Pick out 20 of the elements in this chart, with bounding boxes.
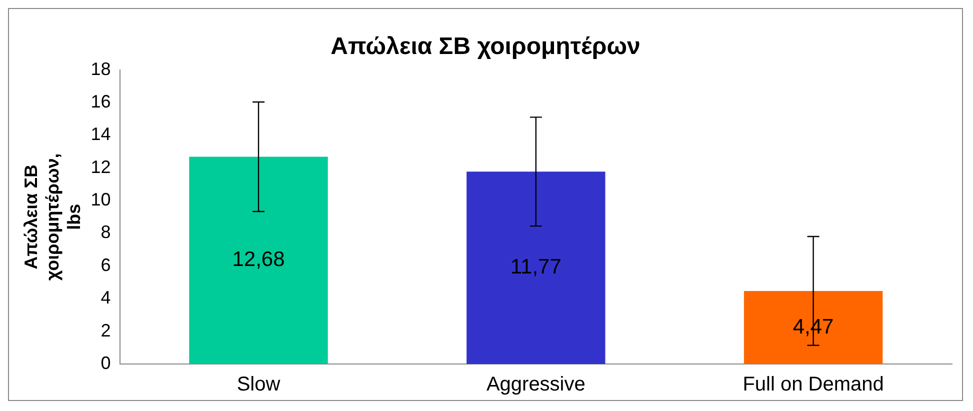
y-tick-label: 16 (90, 91, 111, 112)
chart-title: Απώλεια ΣΒ χοιρομητέρων (330, 33, 640, 60)
y-tick-label: 8 (100, 222, 111, 242)
y-tick-label: 2 (100, 320, 111, 340)
x-tick-label: Slow (236, 374, 281, 396)
bar (189, 156, 328, 364)
x-tick-label: Full on Demand (742, 374, 884, 396)
data-label: 11,77 (510, 256, 562, 279)
y-axis-title: Απώλεια ΣΒ χοιρομητέρων, lbs (20, 153, 84, 281)
y-tick-label: 4 (100, 288, 111, 308)
y-tick-label: 12 (90, 156, 111, 177)
bar (466, 172, 606, 364)
x-tick-label: Aggressive (486, 374, 586, 396)
y-tick-label: 0 (100, 352, 111, 373)
y-tick-label: 10 (90, 190, 111, 210)
y-tick-label: 18 (90, 58, 111, 79)
y-tick-label: 14 (90, 124, 111, 144)
data-label: 12,68 (232, 248, 285, 272)
bar (744, 290, 883, 364)
y-tick-label: 6 (100, 254, 111, 275)
